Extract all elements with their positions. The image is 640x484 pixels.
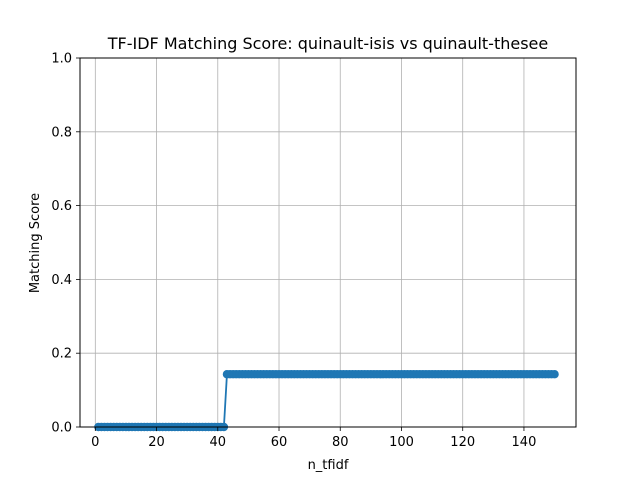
x-tick-label: 120: [450, 435, 475, 450]
x-tick-label: 60: [271, 435, 288, 450]
series-layer: [94, 370, 559, 432]
ticks: 0 20 40 60 80 100 120 140 0.0 0.2 0.4 0.6 0.8 1.0: [51, 52, 536, 451]
x-tick-label: 20: [148, 435, 165, 450]
y-tick-label: 0.2: [51, 347, 72, 362]
x-tick-label: 80: [332, 435, 349, 450]
chart-title: TF-IDF Matching Score: quinault-isis vs …: [107, 34, 548, 53]
y-tick-label: 0.6: [51, 199, 72, 214]
data-point-marker: [550, 370, 559, 379]
plot-area-frame: [79, 57, 577, 428]
y-tick-label: 1.0: [51, 52, 72, 67]
y-axis-label: Matching Score: [28, 193, 43, 293]
x-tick-label: 100: [389, 435, 414, 450]
y-tick-label: 0.8: [51, 125, 72, 140]
x-axis-label: n_tfidf: [308, 458, 349, 473]
x-tick-label: 40: [210, 435, 227, 450]
y-tick-label: 0.4: [51, 273, 72, 288]
x-tick-label: 0: [91, 435, 99, 450]
y-tick-label: 0.0: [51, 421, 72, 436]
x-tick-label: 140: [512, 435, 537, 450]
